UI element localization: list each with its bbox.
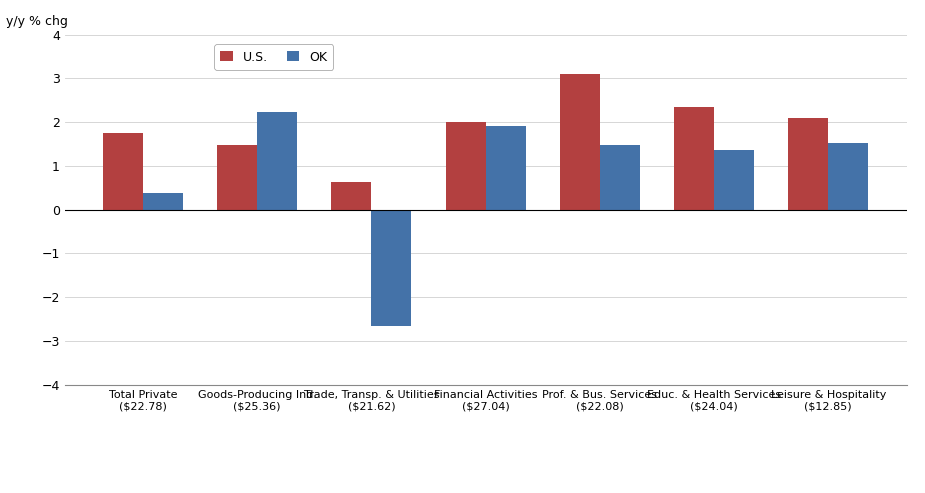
Bar (103, 133, 143, 210)
Bar (217, 145, 257, 210)
Bar (372, 210, 412, 326)
Bar (486, 126, 525, 210)
Bar (446, 122, 486, 210)
Bar (788, 118, 828, 210)
Bar (257, 111, 297, 210)
Bar (560, 74, 599, 210)
Bar (599, 145, 640, 210)
Bar (828, 143, 869, 210)
Bar (331, 182, 372, 210)
Bar (674, 106, 714, 210)
Bar (714, 149, 754, 210)
Bar (143, 193, 183, 210)
Legend: U.S., OK: U.S., OK (214, 44, 334, 70)
Text: y/y % chg: y/y % chg (6, 14, 68, 28)
